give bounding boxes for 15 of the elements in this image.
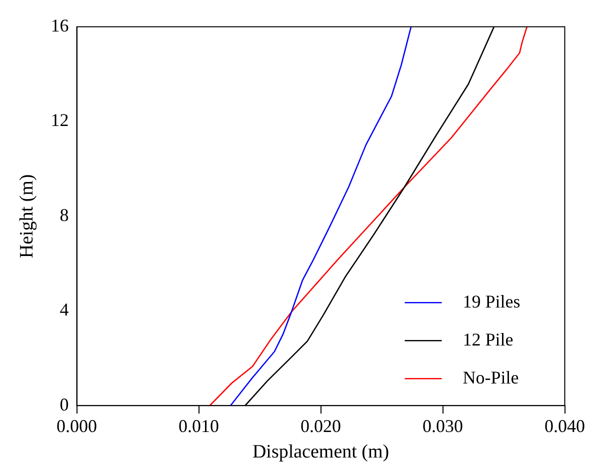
x-axis-title: Displacement (m) <box>252 442 390 463</box>
x-tick-label: 0.020 <box>300 416 342 436</box>
y-tick-label: 12 <box>50 110 69 130</box>
y-axis-title: Height (m) <box>16 174 38 258</box>
legend-label: 19 Piles <box>462 291 520 312</box>
legend-label: No-Pile <box>462 367 519 388</box>
y-tick-label: 16 <box>50 16 69 36</box>
x-tick-label: 0.040 <box>544 416 585 436</box>
y-tick-label: 8 <box>60 204 69 225</box>
x-tick-label: 0.010 <box>178 416 220 436</box>
y-tick-label: 0 <box>60 394 69 414</box>
x-tick-label: 0.030 <box>422 416 464 436</box>
legend-label: 12 Pile <box>462 329 514 350</box>
x-tick-label: 0.000 <box>56 416 98 436</box>
y-tick-label: 4 <box>60 300 69 320</box>
